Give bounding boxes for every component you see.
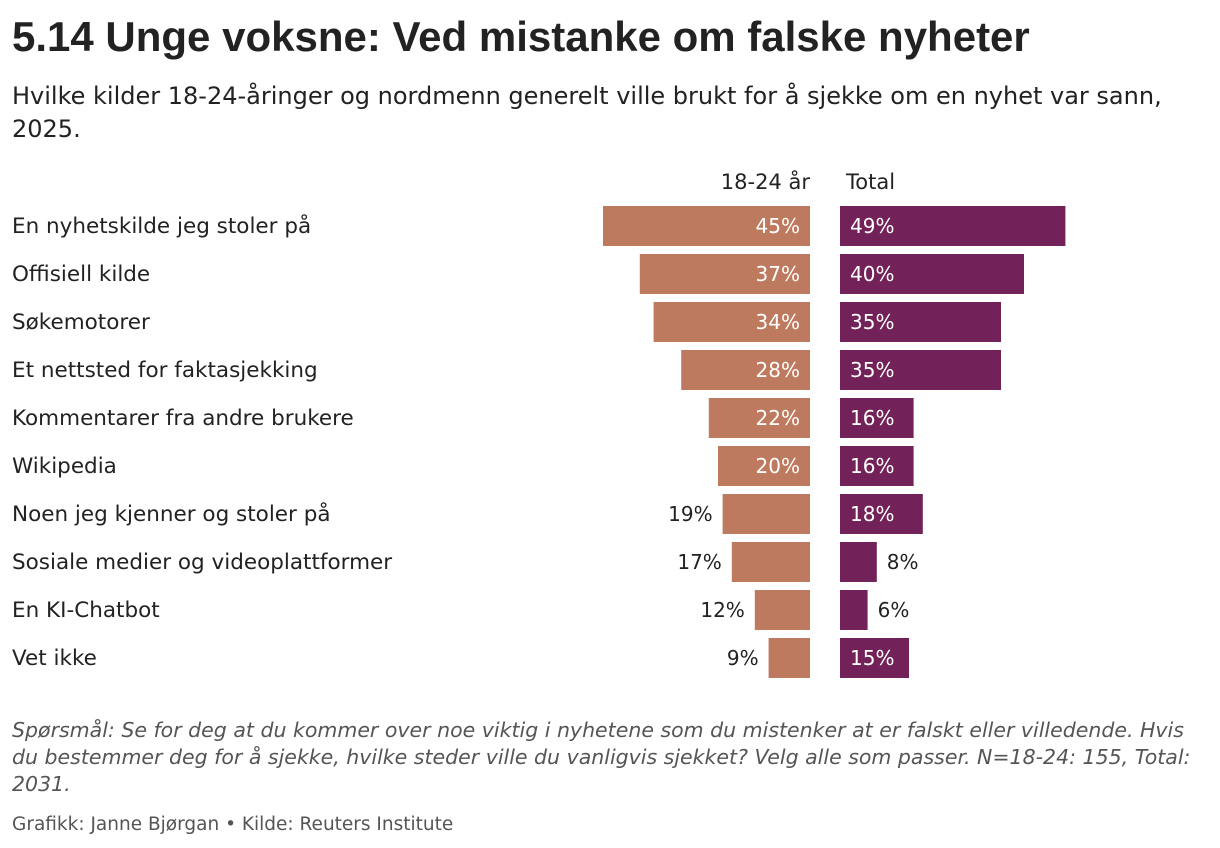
- value-label-18-24: 45%: [756, 214, 800, 238]
- value-label-18-24: 37%: [756, 262, 800, 286]
- bar-18-24: [722, 494, 810, 534]
- bar-18-24: [718, 446, 810, 486]
- value-label-total: 6%: [878, 598, 910, 622]
- bar-total: [840, 494, 923, 534]
- bar-total: [840, 254, 1024, 294]
- category-label: Vet ikke: [12, 646, 97, 671]
- value-label-18-24: 22%: [756, 406, 800, 430]
- bar-total: [840, 446, 914, 486]
- chart-subtitle: Hvilke kilder 18-24-åringer og nordmenn …: [12, 82, 1162, 143]
- value-label-total: 15%: [850, 646, 894, 670]
- bar-total: [840, 590, 868, 630]
- category-label: Søkemotorer: [12, 310, 150, 335]
- bar-total: [840, 542, 877, 582]
- bar-18-24: [731, 542, 810, 582]
- bar-total: [840, 350, 1001, 390]
- category-label: Offisiell kilde: [12, 262, 150, 287]
- chart-title: 5.14 Unge voksne: Ved mistanke om falske…: [12, 13, 1030, 60]
- value-label-total: 35%: [850, 310, 894, 334]
- bar-18-24: [639, 254, 810, 294]
- value-label-18-24: 20%: [756, 454, 800, 478]
- value-label-total: 16%: [850, 454, 894, 478]
- bar-18-24: [708, 398, 810, 438]
- category-label: En KI-Chatbot: [12, 598, 160, 623]
- category-label: Kommentarer fra andre brukere: [12, 406, 354, 431]
- value-label-18-24: 34%: [756, 310, 800, 334]
- category-label: Sosiale medier og videoplattformer: [12, 550, 392, 575]
- value-label-18-24: 9%: [727, 646, 759, 670]
- value-label-total: 18%: [850, 502, 894, 526]
- value-label-18-24: 12%: [700, 598, 744, 622]
- category-label: En nyhetskilde jeg stoler på: [12, 213, 311, 239]
- butterfly-bar-chart: 18-24 år Total En nyhetskilde jeg stoler p…: [12, 169, 1066, 678]
- bar-total: [840, 302, 1001, 342]
- value-label-total: 49%: [850, 214, 894, 238]
- bar-18-24: [754, 590, 810, 630]
- legend-18-24: 18-24 år: [721, 169, 811, 194]
- value-label-total: 35%: [850, 358, 894, 382]
- category-label: Et nettsted for faktasjekking: [12, 358, 318, 383]
- bar-total: [840, 398, 914, 438]
- value-label-18-24: 19%: [668, 502, 712, 526]
- bar-18-24: [603, 206, 810, 246]
- value-label-18-24: 17%: [677, 550, 721, 574]
- survey-question-note: Spørsmål: Se for deg at du kommer over n…: [12, 718, 1191, 796]
- category-label: Noen jeg kjenner og stoler på: [12, 501, 331, 527]
- legend-total: Total: [845, 170, 895, 194]
- value-label-total: 40%: [850, 262, 894, 286]
- credits-footer: Grafikk: Janne Bjørgan • Kilde: Reuters …: [12, 814, 454, 835]
- category-label: Wikipedia: [12, 454, 117, 479]
- value-label-total: 16%: [850, 406, 894, 430]
- bar-total: [840, 638, 909, 678]
- bar-18-24: [768, 638, 810, 678]
- bar-18-24: [653, 302, 810, 342]
- bar-total: [840, 206, 1066, 246]
- value-label-total: 8%: [887, 550, 919, 574]
- bar-18-24: [681, 350, 810, 390]
- value-label-18-24: 28%: [756, 358, 800, 382]
